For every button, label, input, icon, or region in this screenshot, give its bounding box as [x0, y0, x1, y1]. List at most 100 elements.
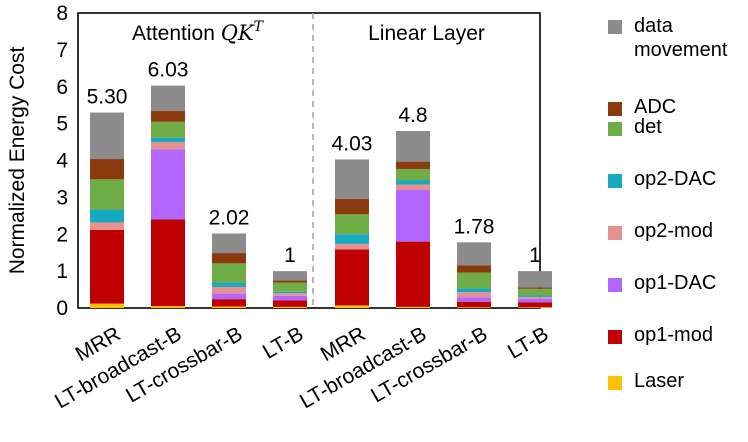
bar-segment-op1-dac	[396, 190, 430, 242]
legend-swatch	[608, 174, 622, 188]
bar-segment-op2-dac	[273, 291, 307, 294]
y-tick-label: 5	[56, 113, 68, 136]
bar-segment-op1-dac	[518, 298, 552, 303]
y-tick-label: 1	[56, 260, 68, 283]
bar-segment-op2-mod	[518, 296, 552, 299]
bar-total-label: 1.78	[454, 215, 495, 238]
bar-segment-det	[518, 288, 552, 296]
bar-segment-det	[335, 214, 369, 235]
legend-label: op1-DAC	[634, 272, 717, 294]
bar-segment-det	[457, 272, 491, 289]
bar-segment-laser	[90, 303, 124, 308]
legend-label: data movement	[634, 15, 728, 61]
bar-segment-laser	[335, 305, 369, 308]
y-tick-label: 0	[56, 297, 68, 320]
bar-segment-adc	[90, 159, 124, 180]
bar-segment-op2-mod	[273, 293, 307, 296]
bar-segment-det	[151, 121, 185, 138]
bar-total-label: 1	[529, 244, 541, 267]
bar-segment-op1-mod	[212, 299, 246, 307]
legend-swatch	[608, 226, 622, 240]
y-tick-label: 6	[56, 76, 68, 99]
legend-label: ADC	[634, 96, 677, 118]
bar-segment-op2-dac	[518, 295, 552, 297]
bar-segment-op2-mod	[90, 222, 124, 230]
bar-segment-adc	[212, 253, 246, 264]
legend-swatch	[608, 20, 622, 34]
legend-swatch	[608, 376, 622, 390]
group-title-1: Attention QKT	[132, 19, 265, 45]
bar-segment-laser	[518, 307, 552, 308]
bar-segment-data-movement	[396, 131, 430, 162]
bar-segment-op2-mod	[457, 292, 491, 298]
bar-segment-op1-mod	[273, 300, 307, 307]
bar-segment-laser	[396, 306, 430, 308]
bar-segment-data-movement	[273, 271, 307, 281]
legend-swatch	[608, 278, 622, 292]
bar-segment-op2-dac	[212, 282, 246, 287]
bar-total-label: 5.30	[87, 86, 128, 109]
legend-swatch	[608, 122, 622, 136]
legend-item-adc: ADC	[608, 96, 676, 118]
bar-segment-op1-dac	[212, 293, 246, 300]
group-title-2: Linear Layer	[368, 22, 485, 45]
legend: data movement ADC det op2-DAC op2-mod op1-DAC…	[608, 0, 748, 437]
bar-segment-det	[212, 263, 246, 283]
y-axis-label: Normalized Energy Cost	[6, 47, 29, 275]
bar-segment-adc	[335, 198, 369, 215]
legend-item-op2-mod: op2-mod	[608, 220, 713, 242]
bar-total-label: 2.02	[209, 207, 250, 230]
bar-total-label: 4.03	[332, 132, 373, 155]
legend-item-laser: Laser	[608, 370, 684, 392]
legend-label: op2-mod	[634, 220, 713, 242]
legend-label: Laser	[634, 370, 685, 392]
bar-total-label: 4.8	[398, 104, 427, 127]
legend-item-op1-dac: op1-DAC	[608, 272, 716, 294]
bar-segment-op1-mod	[335, 249, 369, 306]
y-tick-label: 8	[56, 2, 68, 25]
bar-segment-op2-dac	[335, 234, 369, 244]
bar-segment-op2-mod	[335, 243, 369, 250]
bar-segment-op2-dac	[90, 209, 124, 223]
y-tick-label: 2	[56, 223, 68, 246]
bar-segment-det	[90, 179, 124, 210]
bar-segment-op2-mod	[212, 286, 246, 294]
bar-segment-op1-dac	[273, 295, 307, 301]
y-tick-label: 3	[56, 186, 68, 209]
bar-segment-laser	[151, 306, 185, 308]
legend-item-op2-dac: op2-DAC	[608, 168, 716, 190]
y-tick-label: 4	[56, 150, 68, 173]
bar-segment-adc	[518, 287, 552, 289]
bar-segment-op2-dac	[457, 288, 491, 293]
legend-item-op1-mod: op1-mod	[608, 324, 713, 346]
bar-segment-op1-mod	[396, 241, 430, 307]
legend-label: op1-mod	[634, 324, 713, 346]
bar-segment-op1-mod	[90, 229, 124, 304]
x-tick-label: LT-B	[504, 322, 553, 363]
bar-segment-op1-dac	[151, 149, 185, 220]
legend-item-data-movement: data movement	[608, 14, 744, 62]
bar-segment-op1-mod	[518, 302, 552, 308]
bar-segment-laser	[212, 306, 246, 308]
plot-frame	[77, 12, 541, 309]
bar-segment-laser	[457, 307, 491, 308]
bar-segment-op2-mod	[151, 142, 185, 150]
x-tick-label: LT-B	[259, 322, 308, 363]
bar-segment-det	[273, 282, 307, 292]
bar-segment-adc	[151, 110, 185, 122]
legend-swatch	[608, 330, 622, 344]
bar-segment-adc	[273, 280, 307, 283]
bar-segment-op2-mod	[396, 184, 430, 190]
legend-label: det	[634, 116, 662, 138]
bar-segment-data-movement	[212, 233, 246, 254]
bar-segment-data-movement	[457, 242, 491, 266]
bar-segment-data-movement	[151, 85, 185, 111]
bar-segment-op1-mod	[151, 219, 185, 307]
bar-total-label: 1	[284, 244, 296, 267]
bar-segment-op2-dac	[396, 180, 430, 185]
bar-segment-data-movement	[335, 159, 369, 199]
legend-label: op2-DAC	[634, 168, 717, 190]
bar-segment-data-movement	[518, 271, 552, 288]
